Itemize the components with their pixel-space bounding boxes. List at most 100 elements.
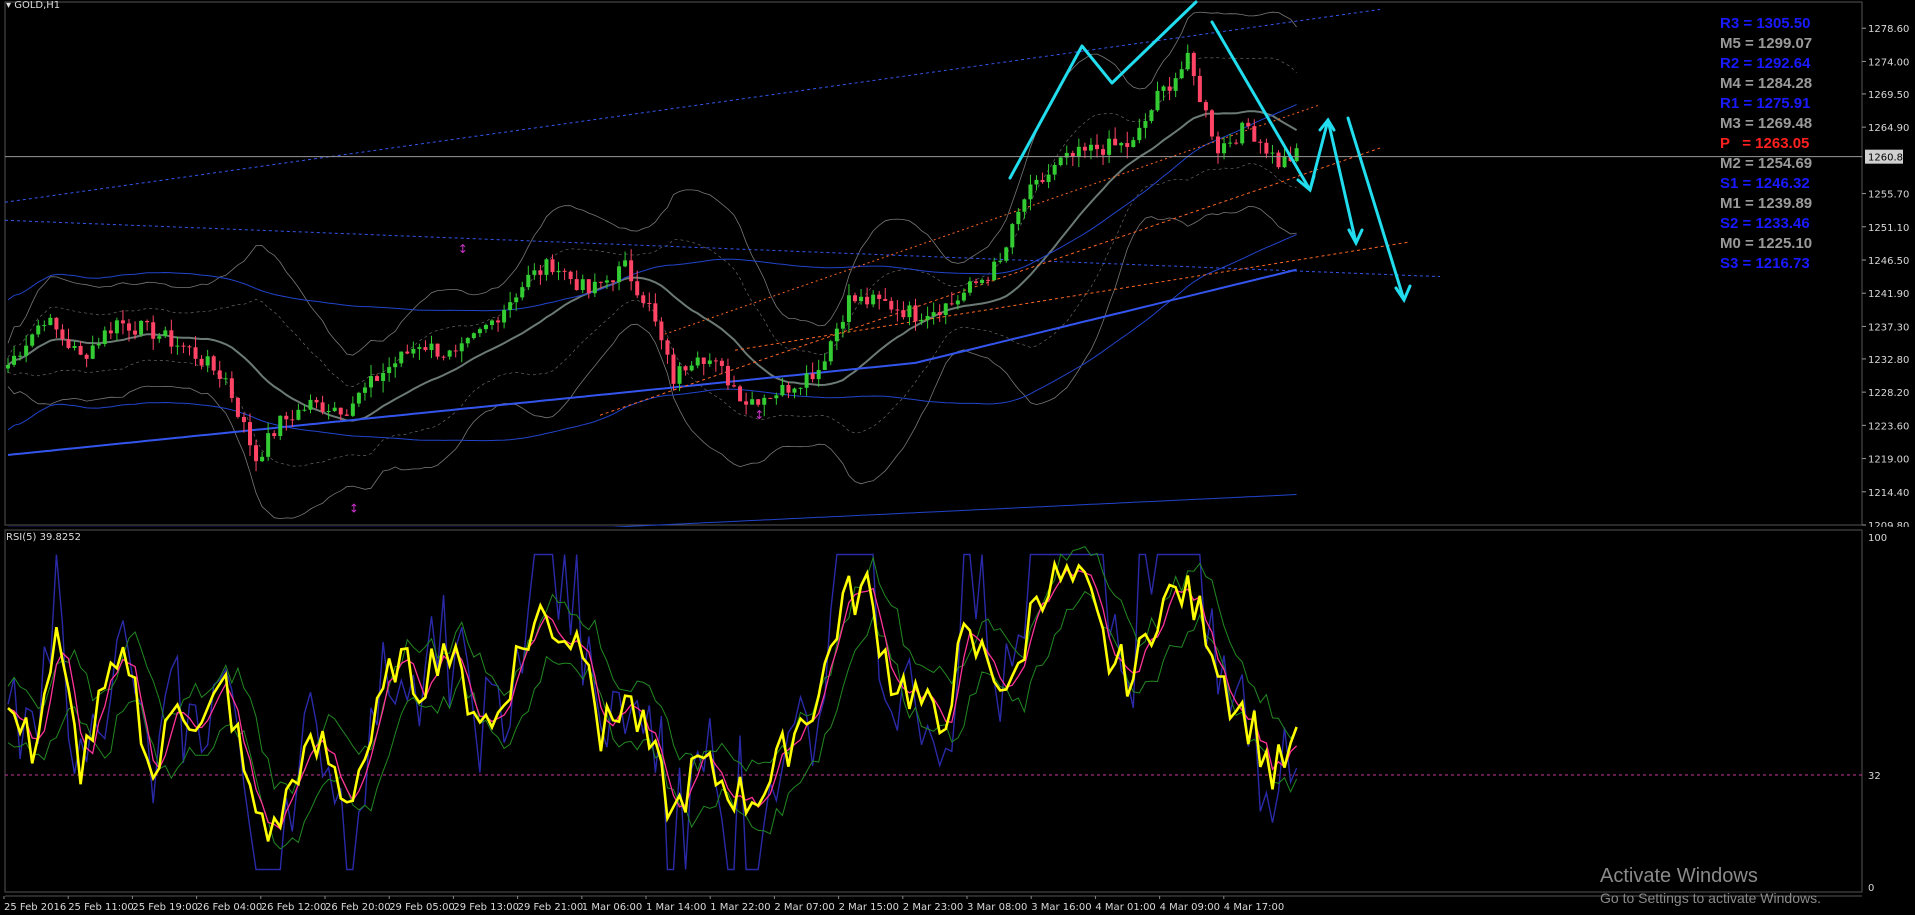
candle-body (665, 340, 670, 355)
candle-body (127, 323, 131, 331)
candle-body (744, 401, 749, 405)
candle-body (1203, 102, 1208, 111)
bollinger-upper-outer (7, 11, 1297, 356)
candle-body (459, 343, 464, 352)
candle-body (768, 397, 773, 399)
candle-body (949, 303, 954, 305)
candle-body (362, 387, 367, 393)
candle-body (447, 350, 452, 357)
cyan-arrow-drop-2 (1346, 116, 1406, 302)
candle-body (1137, 127, 1142, 141)
candle-body (810, 373, 815, 380)
candle-body (725, 365, 730, 386)
envelope-upper (7, 104, 1297, 312)
candle-body (901, 310, 906, 318)
candle-body (1228, 142, 1233, 144)
candle-body (738, 386, 743, 402)
candle-body (1191, 52, 1196, 77)
candle-body (1088, 144, 1093, 151)
candle-body (248, 422, 252, 446)
candle-body (774, 395, 779, 399)
candle-body (1173, 78, 1178, 91)
pivot-level: M1 = 1239.89 (1720, 195, 1813, 212)
rsi-tick-label: 100 (1868, 533, 1887, 544)
candle-body (18, 355, 23, 357)
candle-body (308, 399, 313, 410)
candle-body (871, 294, 876, 305)
fractal-arrow: ↕ (349, 502, 359, 516)
candle-body (623, 260, 628, 267)
candle-body (822, 361, 827, 370)
candle-body (1209, 110, 1214, 137)
candle-body (423, 347, 428, 351)
candle-body (139, 320, 144, 335)
candle-body (199, 358, 204, 366)
candle-body (1016, 211, 1021, 225)
candle-body (1004, 247, 1009, 261)
candle-body (1058, 157, 1063, 166)
candle-body (865, 296, 870, 305)
candle-body (72, 345, 77, 348)
candle-body (60, 329, 65, 340)
candle-body (580, 279, 585, 290)
time-tick-label: 26 Feb 04:00 (197, 902, 263, 913)
candle-body (683, 366, 688, 371)
windows-activation-watermark: Activate Windows Go to Settings to activ… (1600, 865, 1821, 906)
candle-body (320, 402, 325, 412)
time-tick-label: 29 Feb 13:00 (453, 902, 519, 913)
candle-body (502, 309, 507, 323)
candle-body (701, 357, 706, 364)
candle-body (611, 280, 615, 283)
pivot-level: M2 = 1254.69 (1720, 155, 1813, 172)
price-tick-label: 1255.70 (1868, 190, 1909, 201)
candle-body (1179, 69, 1184, 79)
candle-body (187, 346, 192, 348)
candle-body (816, 369, 821, 380)
candle-body (145, 320, 150, 323)
candle-body (895, 309, 900, 311)
middle-band (7, 110, 1298, 422)
candle-body (659, 321, 664, 341)
candle-body (30, 334, 35, 346)
time-tick-label: 1 Mar 06:00 (582, 902, 642, 913)
price-chart-panel: ↕ ↕ ↕ 1278.60 1274.00 1269.50 1264.90 1260.81 12… (4, 0, 1909, 527)
candle-body (574, 279, 579, 290)
candle-body (762, 397, 767, 405)
candle-body (405, 351, 410, 354)
price-tick-label: 1269.50 (1868, 90, 1909, 101)
pivot-levels-list: R3 = 1305.50 M5 = 1299.07 R2 = 1292.64 M4 =… (1720, 14, 1840, 274)
watermark-title: Activate Windows (1600, 865, 1758, 887)
candle-body (1064, 152, 1069, 158)
cyan-arrow-zigzag (1210, 20, 1330, 192)
candle-body (707, 360, 712, 364)
candle-body (151, 322, 156, 339)
candle-body (411, 348, 416, 354)
current-price-tag (1865, 149, 1903, 164)
candle-body (1082, 146, 1087, 151)
candle-body (205, 356, 210, 366)
candle-body (435, 343, 440, 357)
pivot-level: S1 = 1246.32 (1720, 175, 1810, 192)
candle-body (1143, 120, 1148, 128)
price-tick-label: 1278.60 (1868, 24, 1909, 35)
candle-body (859, 296, 864, 302)
pivot-level: R3 = 1305.50 (1720, 15, 1811, 32)
candle-body (1282, 155, 1287, 168)
price-tick-label: 1209.80 (1868, 521, 1909, 527)
candle-body (1076, 146, 1081, 157)
candle-body (175, 345, 180, 347)
candle-body (1107, 138, 1112, 155)
rsi-main-line (7, 558, 1298, 842)
candle-body (12, 355, 17, 365)
fractal-arrow: ↕ (754, 408, 764, 422)
current-price-label: 1260.81 (1868, 153, 1909, 164)
arrow-head (1347, 228, 1364, 247)
candle-body (617, 266, 622, 283)
candle-body (592, 281, 597, 294)
candle-body (314, 399, 319, 403)
candle-body (133, 330, 138, 335)
candle-body (302, 409, 307, 411)
lower-blue-line (8, 494, 1297, 527)
rsi-tick-label: 32 (1868, 771, 1881, 782)
price-tick-label: 1214.40 (1868, 488, 1909, 499)
